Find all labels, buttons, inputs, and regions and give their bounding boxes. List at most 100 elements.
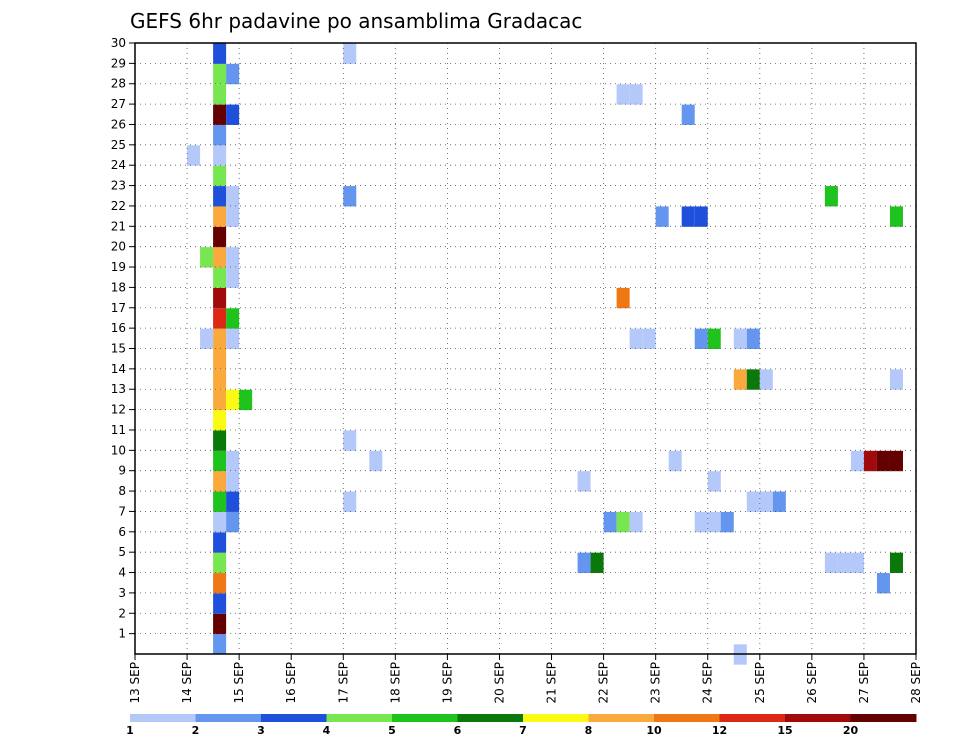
heat-cell-15 <box>213 328 227 349</box>
heat-cell-67 <box>694 206 708 227</box>
heat-cell-13 <box>213 369 227 390</box>
heat-cell-84 <box>824 552 838 574</box>
heat-cell-62 <box>642 328 656 349</box>
heat-cell-91 <box>876 573 890 594</box>
heat-cell-87 <box>850 450 864 472</box>
heat-cell-85 <box>837 552 851 574</box>
y-tick-label-26: 26 <box>111 117 126 131</box>
y-tick-label-22: 22 <box>111 199 126 213</box>
heat-cell-88 <box>863 450 877 472</box>
x-tick-label-0: 13 SEP <box>128 662 142 704</box>
heat-cell-78 <box>746 328 760 349</box>
heat-cell-32 <box>226 471 240 492</box>
heat-cell-26 <box>213 104 227 125</box>
heat-cell-30 <box>226 511 240 533</box>
y-tick-label-25: 25 <box>111 138 126 152</box>
heat-cell-74 <box>733 369 747 390</box>
heat-cell-37 <box>226 267 240 288</box>
heat-cell-20 <box>213 226 227 248</box>
legend-swatch-9 <box>719 714 786 722</box>
heat-cell-0 <box>213 634 227 655</box>
heat-cell-66 <box>681 206 695 227</box>
legend-label-6: 6 <box>454 724 462 737</box>
heat-cell-33 <box>226 450 240 472</box>
legend-swatch-0 <box>130 714 196 722</box>
heat-cell-49 <box>343 430 357 451</box>
x-tick-label-8: 21 SEP <box>545 662 559 704</box>
heat-cell-14 <box>213 349 227 370</box>
heat-cell-56 <box>616 84 630 105</box>
y-axis: 1234567891011121314151617181920212223242… <box>111 36 135 641</box>
legend-label-7: 7 <box>519 724 527 737</box>
heat-cell-11 <box>213 410 227 431</box>
heat-cell-45 <box>200 328 214 349</box>
heat-cell-34 <box>226 389 240 411</box>
legend-swatch-4 <box>392 714 458 722</box>
legend-swatch-10 <box>785 714 851 722</box>
y-tick-label-9: 9 <box>118 464 126 478</box>
heat-cell-7 <box>213 491 227 512</box>
heat-cell-42 <box>226 63 240 85</box>
heat-cell-55 <box>603 511 617 533</box>
heat-cell-16 <box>213 308 227 329</box>
heat-cell-80 <box>759 491 773 512</box>
heat-cell-77 <box>733 328 747 349</box>
heat-cell-70 <box>694 511 708 533</box>
legend-label-15: 15 <box>777 724 792 737</box>
heat-cell-52 <box>577 471 591 492</box>
heat-cell-71 <box>707 511 721 533</box>
x-tick-label-15: 28 SEP <box>909 662 923 704</box>
heat-cell-48 <box>343 186 357 207</box>
heat-cell-17 <box>213 287 227 309</box>
legend-label-3: 3 <box>257 724 265 737</box>
heat-cell-54 <box>590 552 604 574</box>
heat-cell-58 <box>616 287 630 309</box>
legend-swatch-2 <box>261 714 327 722</box>
y-tick-label-16: 16 <box>111 321 126 335</box>
heat-cell-38 <box>226 247 240 268</box>
heat-cell-60 <box>629 511 643 533</box>
heat-cell-79 <box>746 491 760 512</box>
heat-cell-3 <box>213 573 227 594</box>
heat-cell-21 <box>213 206 227 227</box>
x-axis: 13 SEP 14 SEP 15 SEP 16 SEP 17 SEP 18 SEP 19 S… <box>128 654 923 704</box>
heat-cell-64 <box>668 450 682 472</box>
y-tick-label-8: 8 <box>118 484 126 498</box>
heat-cell-44 <box>187 145 201 166</box>
heat-cell-8 <box>213 471 227 492</box>
legend: 1 2 3 4 5 6 7 8 10 12 15 20 <box>126 714 917 737</box>
x-tick-label-2: 15 SEP <box>232 662 246 704</box>
chart-title: GEFS 6hr padavine po ansamblima Gradacac <box>130 9 582 33</box>
heat-cell-89 <box>876 450 890 472</box>
heat-cell-10 <box>213 430 227 451</box>
heat-cell-5 <box>213 532 227 553</box>
x-tick-label-9: 22 SEP <box>597 662 611 704</box>
heat-cell-19 <box>213 247 227 268</box>
y-tick-label-2: 2 <box>118 606 126 620</box>
y-tick-label-10: 10 <box>111 443 126 457</box>
y-tick-label-5: 5 <box>118 545 126 559</box>
y-tick-label-13: 13 <box>111 382 126 396</box>
y-tick-label-14: 14 <box>111 362 126 376</box>
cells-layer <box>187 43 903 665</box>
x-tick-label-4: 17 SEP <box>336 662 350 704</box>
x-tick-label-10: 23 SEP <box>649 662 663 704</box>
y-tick-label-17: 17 <box>111 301 126 315</box>
y-tick-label-1: 1 <box>118 627 126 641</box>
heat-cell-53 <box>577 552 591 574</box>
y-tick-label-12: 12 <box>111 403 126 417</box>
legend-swatch-5 <box>457 714 524 722</box>
heat-cell-4 <box>213 552 227 574</box>
y-tick-label-23: 23 <box>111 179 126 193</box>
heat-cell-27 <box>213 84 227 105</box>
y-tick-label-6: 6 <box>118 525 126 539</box>
y-tick-label-20: 20 <box>111 240 126 254</box>
legend-label-10: 10 <box>646 724 662 737</box>
y-tick-label-27: 27 <box>111 97 126 111</box>
heat-cell-76 <box>759 369 773 390</box>
legend-swatch-8 <box>654 714 720 722</box>
legend-swatch-11 <box>850 714 917 722</box>
legend-label-2: 2 <box>192 724 200 737</box>
x-tick-label-5: 18 SEP <box>388 662 402 704</box>
heat-cell-61 <box>629 328 643 349</box>
